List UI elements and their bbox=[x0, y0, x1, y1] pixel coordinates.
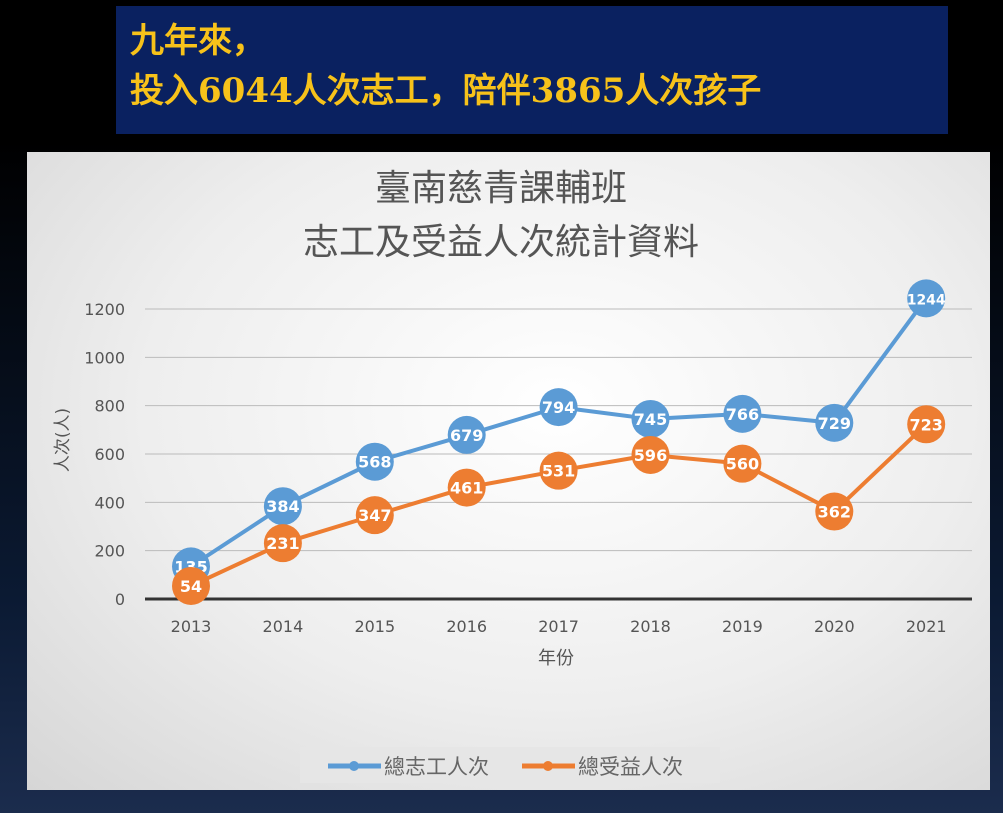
data-label: 54 bbox=[180, 577, 202, 596]
data-point bbox=[263, 524, 302, 563]
y-tick-label: 200 bbox=[94, 542, 125, 561]
y-tick-label: 1200 bbox=[84, 300, 125, 319]
data-point bbox=[539, 451, 578, 490]
banner-line-1: 九年來， bbox=[130, 21, 266, 61]
data-point bbox=[723, 444, 762, 483]
chart-panel bbox=[27, 152, 990, 790]
data-point bbox=[907, 405, 946, 444]
chart-title-line-2: 志工及受益人次統計資料 bbox=[303, 222, 699, 263]
data-point bbox=[355, 442, 394, 481]
x-tick-label: 2019 bbox=[722, 617, 763, 636]
x-tick-label: 2018 bbox=[630, 617, 671, 636]
data-label: 362 bbox=[818, 503, 851, 522]
data-label: 568 bbox=[358, 453, 391, 472]
x-tick-label: 2016 bbox=[446, 617, 487, 636]
data-point bbox=[631, 435, 670, 474]
x-tick-label: 2020 bbox=[814, 617, 855, 636]
legend-label-beneficiaries: 總受益人次 bbox=[578, 755, 683, 779]
data-label: 231 bbox=[266, 534, 299, 553]
x-axis-label: 年份 bbox=[538, 648, 574, 669]
legend-label-volunteers: 總志工人次 bbox=[384, 755, 489, 779]
data-point bbox=[172, 566, 210, 605]
chart-title-line-1: 臺南慈青課輔班 bbox=[375, 168, 627, 209]
x-tick-label: 2014 bbox=[263, 617, 304, 636]
data-label: 794 bbox=[542, 398, 575, 417]
data-label: 723 bbox=[909, 415, 942, 434]
data-point bbox=[447, 415, 486, 454]
data-label: 679 bbox=[450, 426, 483, 445]
data-point bbox=[539, 388, 578, 427]
data-point bbox=[631, 399, 670, 438]
y-tick-label: 800 bbox=[94, 397, 125, 416]
y-tick-label: 600 bbox=[94, 445, 125, 464]
x-tick-label: 2021 bbox=[906, 617, 947, 636]
summary-banner: 九年來， 投入6044人次志工，陪伴3865人次孩子 bbox=[116, 6, 948, 134]
data-label: 596 bbox=[634, 446, 667, 465]
y-tick-label: 0 bbox=[115, 590, 125, 609]
data-label: 729 bbox=[818, 414, 851, 433]
data-label: 347 bbox=[358, 506, 391, 525]
x-tick-label: 2013 bbox=[171, 617, 212, 636]
data-point bbox=[723, 394, 762, 433]
data-label: 531 bbox=[542, 462, 575, 481]
x-tick-label: 2017 bbox=[538, 617, 579, 636]
data-point bbox=[815, 403, 854, 442]
data-label: 560 bbox=[726, 455, 759, 474]
data-label: 745 bbox=[634, 410, 667, 429]
y-tick-label: 1000 bbox=[84, 348, 125, 367]
y-axis-label: 人次(人) bbox=[53, 408, 73, 472]
data-point bbox=[907, 279, 946, 318]
data-label: 384 bbox=[266, 497, 299, 516]
y-tick-label: 400 bbox=[94, 493, 125, 512]
data-point bbox=[263, 487, 302, 526]
banner-line-2: 投入6044人次志工，陪伴3865人次孩子 bbox=[130, 71, 762, 111]
data-label: 1244 bbox=[907, 292, 946, 308]
x-tick-label: 2015 bbox=[354, 617, 395, 636]
data-label: 461 bbox=[450, 479, 483, 498]
data-point bbox=[815, 492, 854, 531]
data-point bbox=[355, 496, 394, 535]
legend-marker-volunteers bbox=[349, 761, 359, 771]
data-label: 766 bbox=[726, 405, 759, 424]
series-line-0 bbox=[189, 297, 928, 569]
legend-marker-beneficiaries bbox=[543, 761, 553, 771]
data-point bbox=[447, 468, 486, 507]
